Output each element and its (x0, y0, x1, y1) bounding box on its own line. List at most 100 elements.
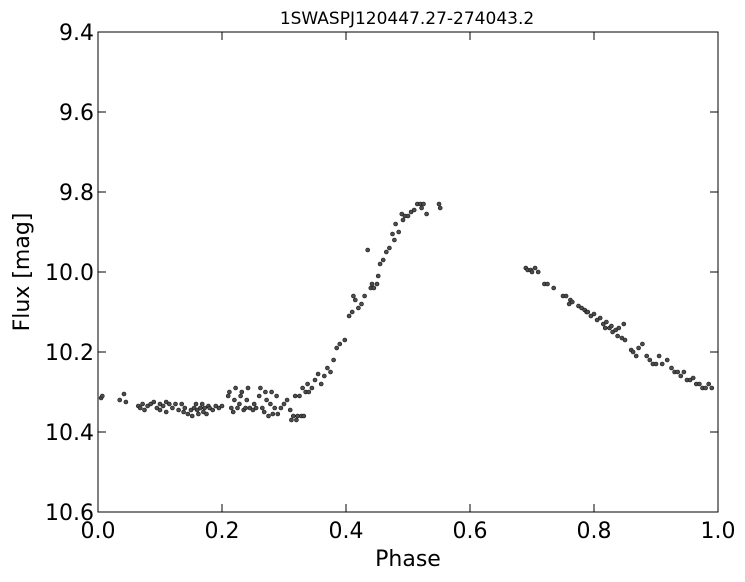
data-point (289, 417, 294, 423)
data-point (328, 369, 333, 375)
data-point (365, 247, 371, 253)
data-point (636, 345, 641, 351)
data-point (274, 393, 279, 399)
data-point (369, 281, 375, 287)
data-point (232, 397, 237, 403)
data-points (98, 201, 715, 423)
data-point (287, 407, 293, 413)
data-point (243, 405, 248, 411)
data-point (306, 389, 312, 395)
data-point (697, 381, 702, 387)
data-point (290, 413, 296, 419)
data-point (352, 297, 358, 303)
y-tick-label: 10.4 (45, 421, 94, 446)
chart-title: 1SWASPJ120447.27-274043.2 (280, 9, 534, 29)
data-point (259, 405, 265, 411)
data-point (204, 411, 209, 417)
data-point (621, 321, 627, 327)
data-point (238, 393, 243, 399)
data-point (229, 405, 234, 411)
data-point (295, 413, 300, 419)
x-tick-label: 0.8 (577, 519, 612, 544)
data-point (269, 389, 274, 395)
data-point (284, 397, 290, 403)
data-point (659, 361, 665, 367)
data-point (167, 401, 172, 407)
data-point (219, 403, 225, 409)
data-point (292, 393, 298, 399)
data-point (690, 375, 696, 381)
x-tick-label: 1.0 (701, 519, 736, 544)
data-point (393, 221, 398, 227)
data-point (532, 265, 538, 271)
data-point (356, 305, 361, 311)
data-point (615, 333, 620, 339)
data-point (275, 411, 281, 417)
y-axis-title: Flux [mag] (10, 213, 35, 332)
data-point (300, 385, 305, 391)
data-point (405, 213, 411, 219)
data-point (117, 397, 122, 403)
data-point (377, 261, 383, 267)
data-point (181, 409, 186, 415)
data-point (163, 409, 169, 415)
data-point (193, 401, 199, 407)
data-point (653, 361, 659, 367)
data-point (563, 293, 569, 299)
data-point (419, 205, 424, 211)
y-tick-label: 9.4 (59, 21, 94, 46)
data-point (387, 245, 392, 251)
data-point (675, 369, 681, 375)
data-point (157, 407, 163, 413)
data-point (545, 281, 550, 287)
y-tick-label: 9.8 (59, 181, 94, 206)
data-point (647, 357, 653, 363)
data-point (585, 309, 591, 315)
data-point (294, 417, 299, 423)
x-tick-label: 0.2 (205, 519, 240, 544)
data-point (179, 401, 184, 407)
data-point (189, 413, 195, 419)
data-point (390, 231, 395, 237)
data-point (270, 411, 276, 417)
data-point (312, 377, 318, 383)
data-point (709, 385, 715, 391)
data-point (123, 399, 129, 405)
y-tick-label: 10.2 (45, 341, 94, 366)
data-point (604, 319, 609, 325)
data-point (305, 381, 310, 387)
data-point (597, 315, 603, 321)
data-point (258, 385, 263, 391)
data-point (602, 325, 608, 331)
data-point (301, 413, 307, 419)
data-point (529, 269, 535, 275)
data-point (239, 389, 245, 395)
data-point (664, 357, 670, 363)
data-point (535, 269, 541, 275)
data-point (569, 299, 575, 305)
data-point (640, 341, 645, 347)
data-point (609, 323, 614, 329)
y-tick-label: 10.0 (45, 261, 94, 286)
data-point (173, 401, 178, 407)
data-point (237, 401, 242, 407)
data-point (380, 257, 386, 263)
data-point (176, 407, 181, 413)
data-point (551, 285, 557, 291)
data-point (170, 405, 175, 411)
data-point (256, 393, 262, 399)
data-point (315, 371, 321, 377)
data-point (436, 201, 442, 207)
data-point (334, 345, 340, 351)
data-point (321, 373, 327, 379)
data-point (331, 357, 336, 363)
data-point (185, 411, 191, 417)
data-point (210, 407, 215, 413)
data-point (160, 403, 166, 409)
data-point (411, 207, 417, 213)
data-point (678, 373, 684, 379)
data-point (342, 337, 348, 343)
data-point (337, 341, 343, 347)
data-point (245, 385, 251, 391)
